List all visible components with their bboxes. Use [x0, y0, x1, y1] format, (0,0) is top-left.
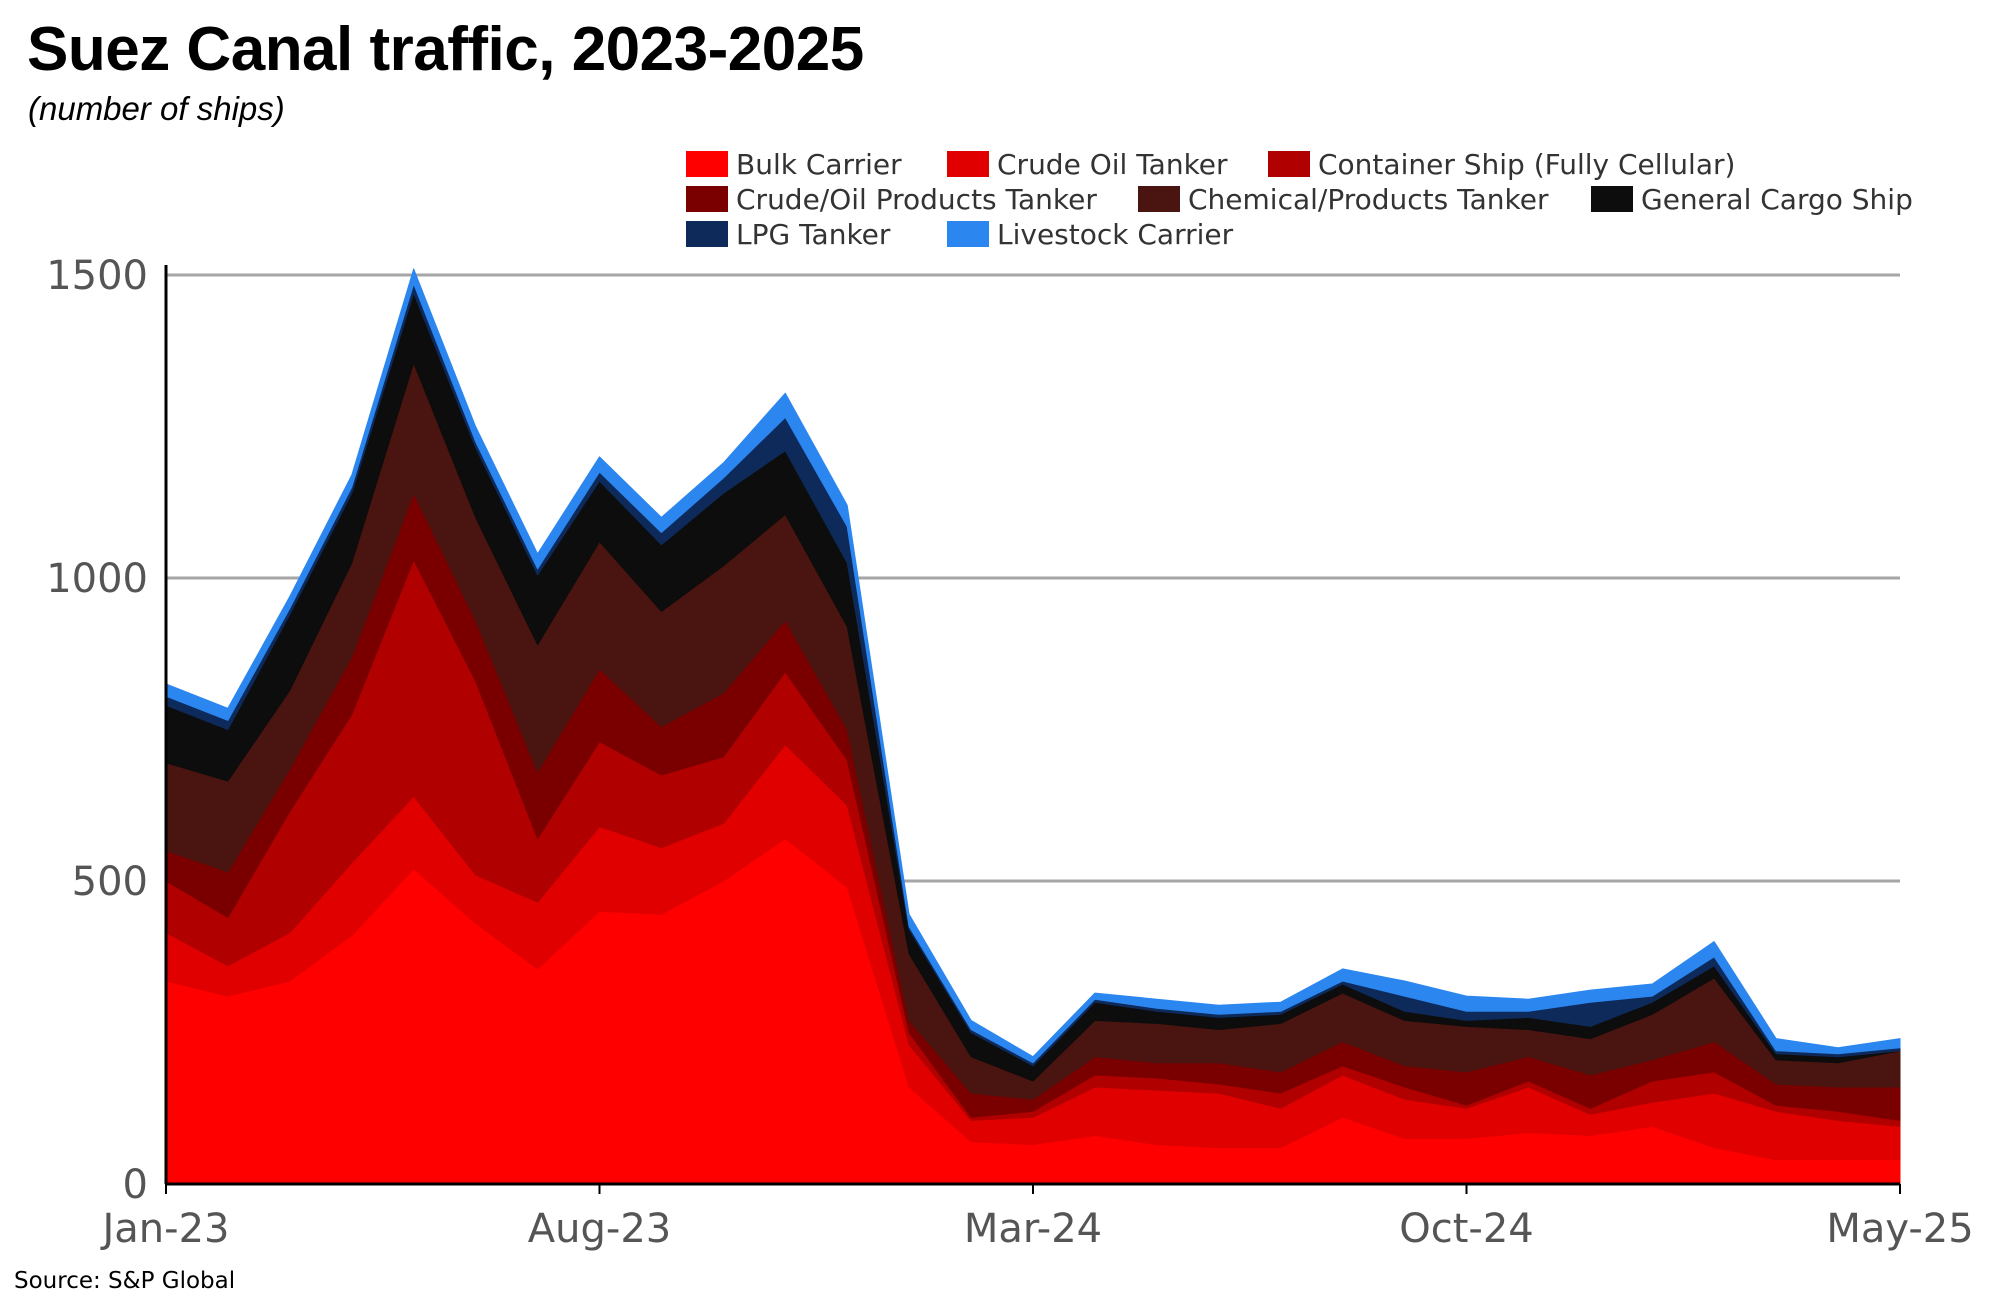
- y-tick-label: 0: [123, 1162, 148, 1208]
- areas-layer: [165, 268, 1901, 1185]
- legend-label: Crude Oil Tanker: [997, 148, 1228, 181]
- area-livestock-carrier: [165, 268, 1901, 1064]
- legend-item: Crude Oil Tanker: [947, 148, 1228, 181]
- legend-swatch: [947, 221, 989, 247]
- x-tick-label: Aug-23: [528, 1206, 671, 1252]
- legend-swatch: [686, 151, 728, 177]
- legend-label: Livestock Carrier: [997, 218, 1234, 251]
- legend-swatch: [1268, 151, 1310, 177]
- axes-layer: 0 500 1000 1500 Jan-23 Aug-23 Mar-24 Oct-24 May-…: [46, 253, 1973, 1252]
- legend-label: LPG Tanker: [736, 218, 891, 251]
- legend-swatch: [1138, 186, 1180, 212]
- legend-item: Crude/Oil Products Tanker: [686, 183, 1097, 216]
- x-tick-label: Mar-24: [964, 1206, 1102, 1252]
- legend-label: General Cargo Ship: [1641, 183, 1913, 216]
- legend-swatch: [1591, 186, 1633, 212]
- chart-title: Suez Canal traffic, 2023-2025: [27, 15, 864, 84]
- chart-subtitle: (number of ships): [28, 90, 285, 127]
- legend-swatch: [686, 186, 728, 212]
- legend-item: LPG Tanker: [686, 218, 891, 251]
- y-tick-label: 1000: [46, 556, 148, 602]
- legend: Bulk Carrier Crude Oil Tanker Container Sh…: [686, 148, 1913, 251]
- legend-item: General Cargo Ship: [1591, 183, 1913, 216]
- x-tick-label: Jan-23: [100, 1206, 230, 1252]
- legend-label: Crude/Oil Products Tanker: [736, 183, 1097, 216]
- legend-swatch: [686, 221, 728, 247]
- legend-label: Bulk Carrier: [736, 148, 902, 181]
- legend-item: Container Ship (Fully Cellular): [1268, 148, 1735, 181]
- x-tick-label: May-25: [1826, 1206, 1973, 1252]
- x-tick-label: Oct-24: [1399, 1206, 1534, 1252]
- legend-swatch: [947, 151, 989, 177]
- legend-label: Chemical/Products Tanker: [1188, 183, 1549, 216]
- legend-item: Livestock Carrier: [947, 218, 1234, 251]
- legend-item: Chemical/Products Tanker: [1138, 183, 1549, 216]
- legend-label: Container Ship (Fully Cellular): [1318, 148, 1735, 181]
- legend-item: Bulk Carrier: [686, 148, 902, 181]
- source-note: Source: S&P Global: [14, 1268, 236, 1294]
- y-tick-label: 1500: [46, 253, 148, 299]
- y-tick-label: 500: [72, 859, 148, 905]
